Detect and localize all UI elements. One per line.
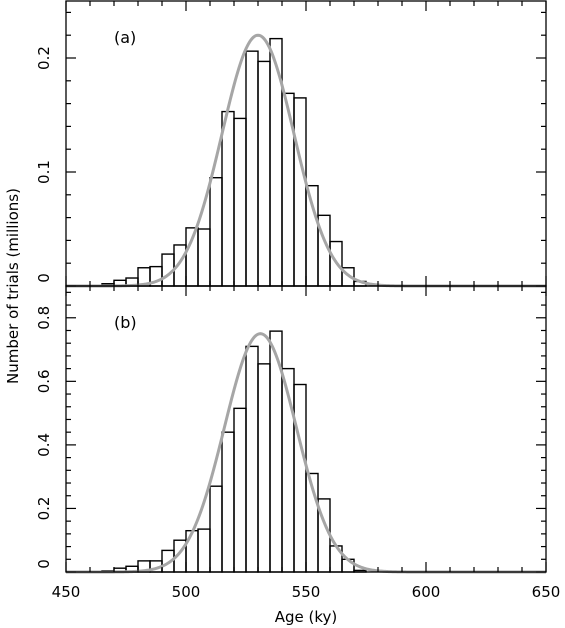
y-tick-label: 0.1	[35, 160, 53, 184]
panel-b: 0 0.2 0.4 0.6 0.8 (b)	[35, 285, 547, 574]
y-tick-label: 0	[35, 559, 53, 569]
y-tick-label: 0.2	[35, 46, 53, 70]
panel-label: (a)	[114, 28, 136, 47]
histogram-bar	[257, 363, 271, 573]
histogram-bar	[197, 228, 211, 287]
x-axis-label: Age (ky)	[275, 608, 338, 626]
histogram-bar	[293, 97, 307, 287]
y-tick-label: 0.2	[35, 497, 53, 521]
histogram-bar	[197, 528, 211, 573]
x-tick-label: 550	[292, 583, 321, 601]
y-tick-label: 0.6	[35, 369, 53, 393]
histogram-bar	[221, 110, 235, 287]
histogram-bar	[245, 50, 259, 287]
y-tick-label: 0.4	[35, 433, 53, 457]
x-tick-label: 600	[412, 583, 441, 601]
histogram-bar	[293, 383, 307, 573]
histogram-bar	[233, 117, 247, 287]
histogram-bar	[221, 431, 235, 573]
histogram-bar	[233, 407, 247, 573]
histogram-bar	[185, 529, 199, 573]
panel-label: (b)	[114, 313, 137, 332]
histogram-bar	[257, 60, 271, 287]
panel-a: 0 0.1 0.2 (a)	[35, 0, 547, 288]
y-tick-label: 0.8	[35, 306, 53, 330]
y-axis-label: Number of trials (millions)	[4, 188, 22, 384]
x-tick-label: 500	[172, 583, 201, 601]
histogram-bar	[245, 345, 259, 573]
x-tick-label: 450	[52, 583, 81, 601]
histogram-bar	[209, 176, 223, 287]
histogram-bar	[209, 485, 223, 573]
y-tick-label: 0	[35, 273, 53, 283]
x-tick-label: 650	[532, 583, 561, 601]
